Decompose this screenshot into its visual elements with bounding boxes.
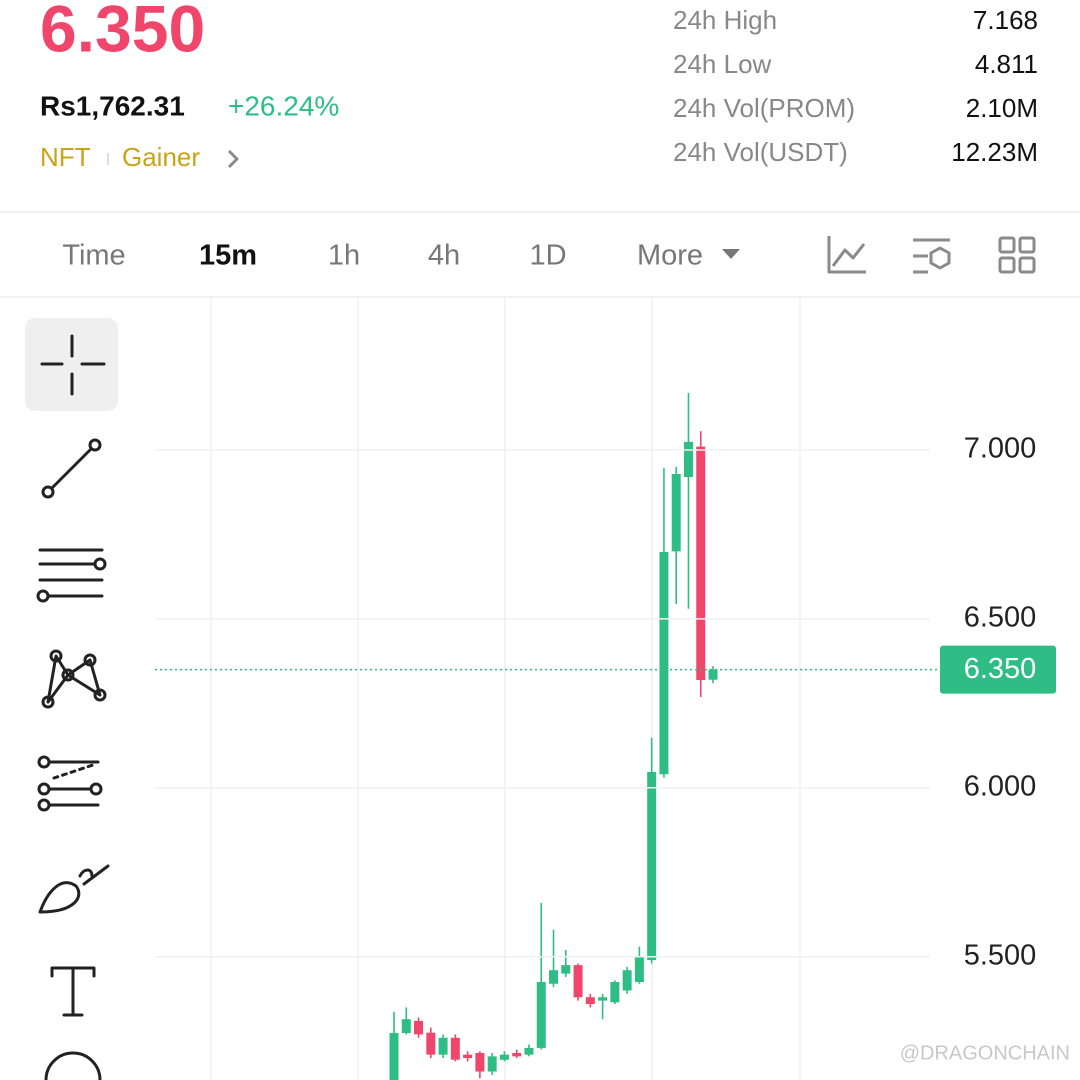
change: +26.24% — [228, 90, 339, 121]
candle-body — [389, 1033, 399, 1080]
tab[interactable]: 4h — [428, 240, 460, 272]
stat-value: 2.10M — [966, 93, 1038, 123]
y-tick-label: 7.000 — [964, 433, 1037, 465]
candle-body — [499, 1054, 509, 1060]
y-tick-label: 5.500 — [964, 939, 1037, 971]
candle-body — [683, 441, 693, 478]
candle-body — [671, 473, 681, 552]
candle-body — [659, 552, 669, 775]
text-tool[interactable] — [50, 966, 96, 1017]
y-tick-label: 6.500 — [964, 602, 1037, 634]
candle-body — [561, 965, 571, 974]
price: 6.350 — [40, 0, 205, 65]
candle-body — [598, 997, 608, 1001]
last-price-label: 6.350 — [964, 653, 1037, 685]
last-price-box — [940, 645, 1056, 694]
candle-body — [622, 970, 632, 991]
candle-body — [414, 1020, 424, 1035]
watermark: @DRAGONCHAIN — [900, 1042, 1070, 1064]
tab[interactable]: 15m — [199, 240, 257, 272]
candle-body — [585, 997, 595, 1004]
candle-body — [438, 1037, 448, 1055]
candle-body — [536, 982, 546, 1048]
chevron[interactable] — [227, 149, 239, 169]
candle-body — [450, 1037, 460, 1060]
crosshair-tool[interactable] — [40, 334, 106, 396]
candle-body — [549, 970, 559, 984]
candle-body — [463, 1054, 473, 1059]
tab[interactable]: Time — [62, 240, 125, 272]
tab[interactable]: 1h — [328, 240, 360, 272]
tool-selected-bg — [25, 318, 118, 411]
tag[interactable]: Gainer — [122, 142, 200, 172]
settings-icon[interactable] — [913, 238, 951, 274]
pattern-tool[interactable] — [41, 649, 107, 709]
tab[interactable]: More — [637, 240, 703, 272]
stat-value: 12.23M — [951, 137, 1038, 167]
candle-body — [708, 669, 718, 680]
stat-label: 24h Vol(USDT) — [673, 137, 848, 167]
tab[interactable]: 1D — [529, 240, 566, 272]
candle-body — [696, 446, 706, 681]
stat-label: 24h High — [673, 5, 777, 35]
y-tick-label: 6.000 — [964, 770, 1037, 802]
brush-tool[interactable] — [38, 864, 110, 914]
candle-body — [634, 956, 644, 983]
candle-body — [610, 982, 620, 1003]
fiat-price: Rs1,762.31 — [40, 90, 185, 121]
candle-body — [512, 1052, 522, 1057]
candle-body — [401, 1019, 411, 1034]
candle-body — [426, 1032, 436, 1055]
tag[interactable]: NFT — [40, 142, 91, 172]
more-tools[interactable] — [44, 1051, 102, 1080]
layout-icon[interactable] — [998, 236, 1036, 274]
stat-value: 4.811 — [975, 49, 1038, 79]
candle-body — [647, 771, 657, 961]
vertical-grid — [210, 298, 801, 1080]
candle-body — [524, 1047, 534, 1055]
stat-label: 24h Low — [673, 49, 772, 79]
indicator-icon[interactable] — [827, 236, 866, 274]
dropdown-arrow[interactable] — [722, 249, 740, 259]
candle-body — [487, 1056, 497, 1072]
horizontal-lines-tool[interactable] — [36, 548, 107, 603]
candle-body — [573, 965, 583, 998]
line-tool[interactable] — [41, 438, 102, 499]
fib-tool[interactable] — [37, 755, 103, 812]
plot — [389, 392, 718, 1080]
stat-value: 7.168 — [973, 5, 1038, 35]
tab-bar: Time 15m 1h 4h 1D More — [62, 240, 703, 272]
stat-label: 24h Vol(PROM) — [673, 93, 855, 123]
candle-body — [475, 1052, 485, 1072]
